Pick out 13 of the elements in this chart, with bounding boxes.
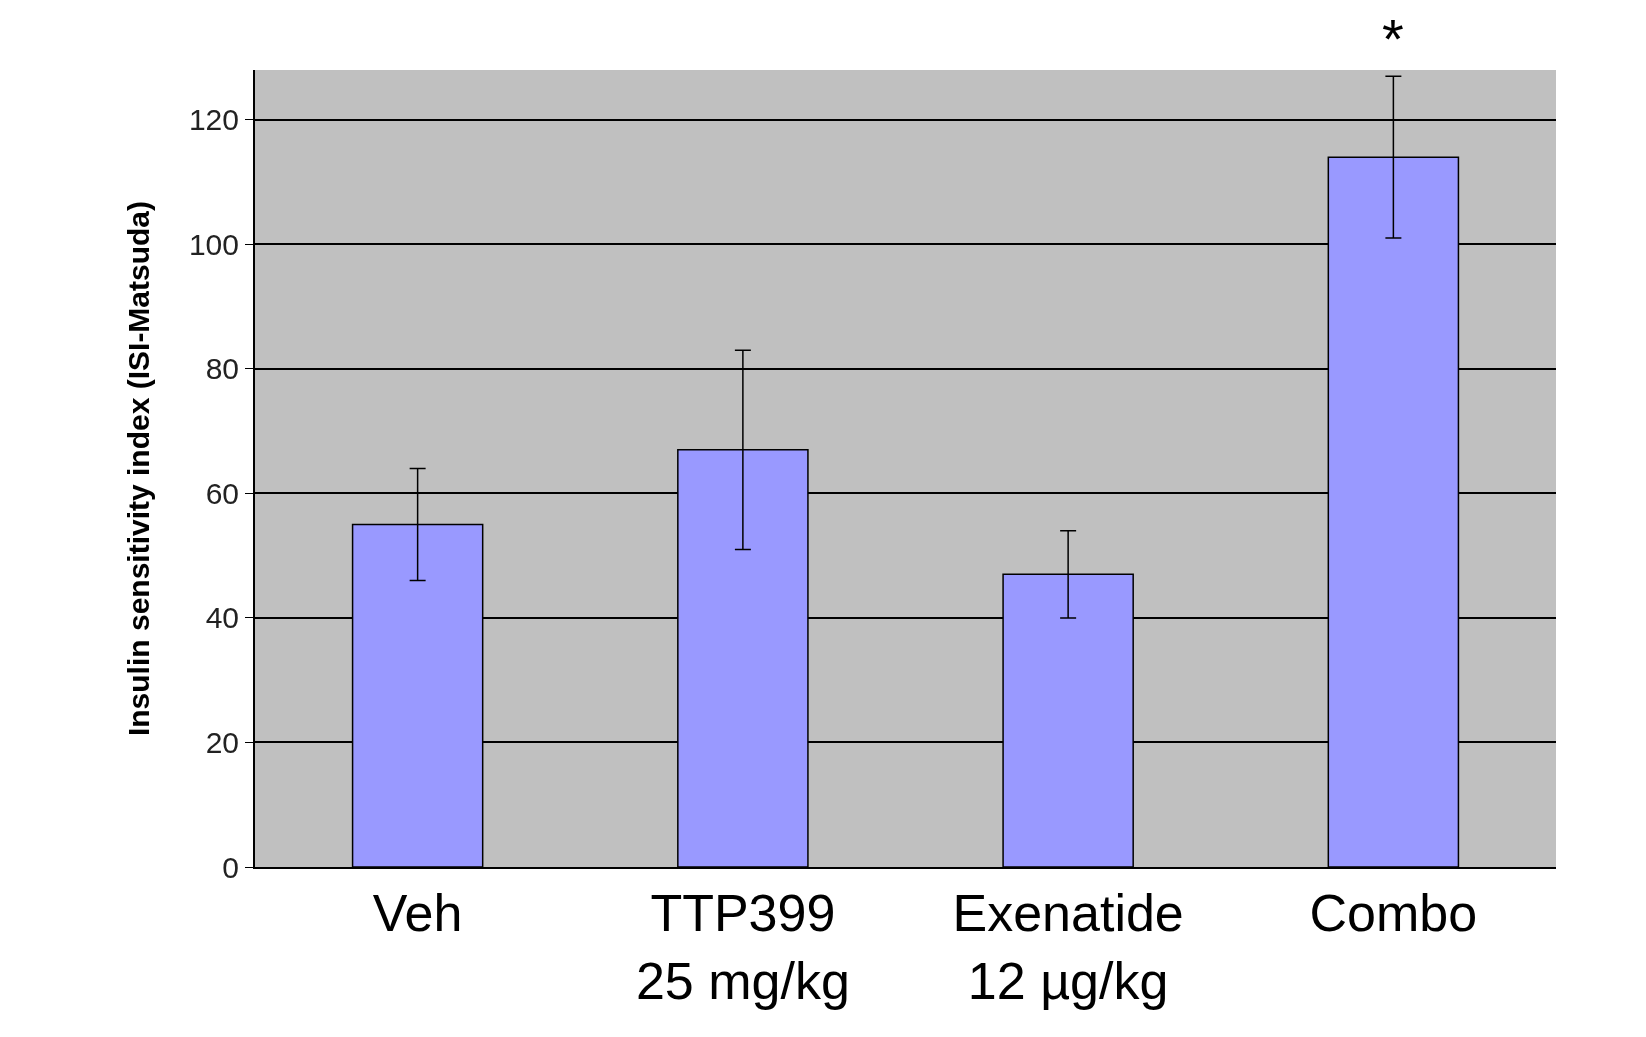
x-tick-label: TTP399 25 mg/kg [635, 884, 850, 1010]
y-tick-label: 100 [188, 227, 239, 261]
x-tick-label: Veh [372, 884, 463, 943]
y-tick-label: 120 [188, 103, 239, 137]
y-tick-label: 60 [205, 476, 239, 510]
y-axis-title: Insulin sensitivity index (ISI-Matsuda) [122, 200, 156, 737]
y-tick-label: 20 [205, 725, 239, 759]
y-tick-label: 80 [205, 352, 239, 386]
x-tick-label: Combo [1309, 884, 1478, 943]
y-tick-label: 40 [205, 601, 239, 635]
y-tick-label: 0 [222, 850, 239, 884]
x-tick-label: Exenatide 12 µg/kg [952, 884, 1184, 1010]
annotation: * [1382, 7, 1404, 70]
